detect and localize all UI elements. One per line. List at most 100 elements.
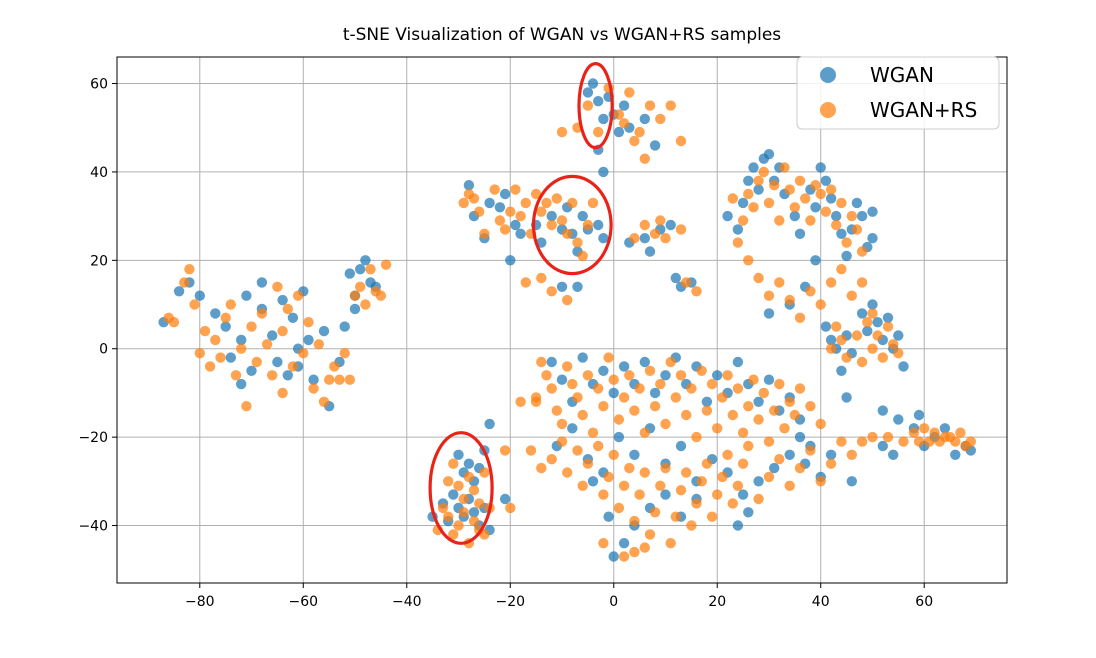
wgan-rs-point xyxy=(334,374,345,385)
wgan-rs-point xyxy=(593,126,604,138)
wgan-rs-point xyxy=(251,356,262,368)
wgan-rs-point xyxy=(272,281,283,292)
wgan-rs-point xyxy=(862,317,873,328)
wgan-point xyxy=(831,210,842,222)
wgan-rs-point xyxy=(722,370,733,381)
wgan-point xyxy=(753,396,764,407)
x-tick-label: −40 xyxy=(392,594,422,610)
wgan-rs-point xyxy=(955,427,966,438)
x-tick-label: 0 xyxy=(609,594,618,610)
wgan-point xyxy=(867,299,878,310)
wgan-point xyxy=(846,476,857,487)
wgan-rs-point xyxy=(794,175,806,186)
y-tick-label: 60 xyxy=(90,77,108,93)
wgan-rs-point xyxy=(608,374,619,385)
wgan-rs-point xyxy=(308,383,319,394)
wgan-rs-point xyxy=(593,440,604,452)
wgan-rs-point xyxy=(810,180,821,191)
wgan-rs-point xyxy=(882,431,894,443)
wgan-rs-point xyxy=(629,135,640,147)
wgan-point xyxy=(748,162,759,173)
wgan-rs-point xyxy=(479,228,490,239)
wgan-rs-point xyxy=(230,370,242,381)
wgan-rs-point xyxy=(562,294,573,306)
wgan-rs-point xyxy=(660,233,671,244)
wgan-rs-point xyxy=(675,224,687,235)
wgan-rs-point xyxy=(313,339,324,350)
data-points xyxy=(158,78,976,562)
wgan-rs-point xyxy=(831,219,842,231)
wgan-rs-point xyxy=(468,193,480,204)
wgan-point xyxy=(448,489,459,500)
wgan-point xyxy=(510,219,521,231)
legend-marker-wgan-rs xyxy=(820,102,836,118)
wgan-rs-point xyxy=(261,339,273,350)
wgan-rs-point xyxy=(499,224,511,235)
wgan-rs-point xyxy=(727,193,738,204)
wgan-rs-point xyxy=(670,511,681,522)
wgan-rs-point xyxy=(748,374,759,385)
x-tick-label: 40 xyxy=(812,594,830,610)
wgan-rs-point xyxy=(789,202,800,213)
wgan-rs-point xyxy=(598,401,609,412)
wgan-rs-point xyxy=(598,489,609,500)
wgan-rs-point xyxy=(815,188,826,200)
wgan-rs-point xyxy=(556,126,568,138)
highlight-ellipse-2 xyxy=(531,174,613,276)
wgan-point xyxy=(877,440,888,452)
wgan-point xyxy=(665,219,676,231)
wgan-point xyxy=(220,321,231,332)
wgan-point xyxy=(287,312,299,323)
wgan-point xyxy=(660,370,671,381)
wgan-point xyxy=(820,321,832,332)
wgan-rs-point xyxy=(634,383,645,394)
wgan-point xyxy=(339,321,350,332)
wgan-point xyxy=(888,449,899,460)
wgan-rs-point xyxy=(613,502,625,514)
wgan-rs-point xyxy=(453,520,464,531)
wgan-rs-point xyxy=(267,370,278,381)
wgan-rs-point xyxy=(696,476,707,487)
wgan-point xyxy=(593,96,604,107)
wgan-point xyxy=(484,418,495,430)
wgan-rs-point xyxy=(836,197,847,209)
wgan-rs-point xyxy=(644,100,656,111)
wgan-point xyxy=(732,356,744,368)
wgan-rs-point xyxy=(774,454,785,465)
wgan-rs-point xyxy=(303,317,314,328)
wgan-rs-point xyxy=(763,436,775,447)
wgan-point xyxy=(737,197,749,209)
wgan-point xyxy=(556,281,568,292)
wgan-rs-point xyxy=(556,418,568,430)
wgan-rs-point xyxy=(815,299,826,310)
wgan-rs-point xyxy=(877,352,888,363)
wgan-point xyxy=(856,308,868,319)
wgan-rs-point xyxy=(784,396,795,407)
wgan-rs-point xyxy=(867,343,878,354)
wgan-rs-point xyxy=(629,405,640,416)
wgan-rs-point xyxy=(515,210,526,222)
wgan-point xyxy=(587,476,599,487)
wgan-point xyxy=(246,365,257,376)
wgan-rs-point xyxy=(582,219,594,231)
wgan-rs-point xyxy=(784,294,795,306)
wgan-rs-point xyxy=(624,370,635,381)
wgan-rs-point xyxy=(613,414,625,425)
wgan-rs-point xyxy=(743,188,754,200)
wgan-rs-point xyxy=(836,436,847,447)
wgan-point xyxy=(841,392,852,403)
wgan-rs-point xyxy=(375,290,387,301)
wgan-point xyxy=(851,197,863,209)
wgan-rs-point xyxy=(355,281,366,292)
wgan-rs-point xyxy=(789,409,800,421)
wgan-rs-point xyxy=(706,378,718,390)
wgan-rs-point xyxy=(536,206,547,217)
wgan-point xyxy=(856,210,868,222)
wgan-point xyxy=(308,374,319,385)
wgan-rs-point xyxy=(184,264,195,275)
wgan-point xyxy=(784,449,795,460)
wgan-point xyxy=(701,396,713,407)
wgan-rs-point xyxy=(225,299,236,310)
wgan-point xyxy=(572,281,583,292)
wgan-point xyxy=(732,224,744,235)
